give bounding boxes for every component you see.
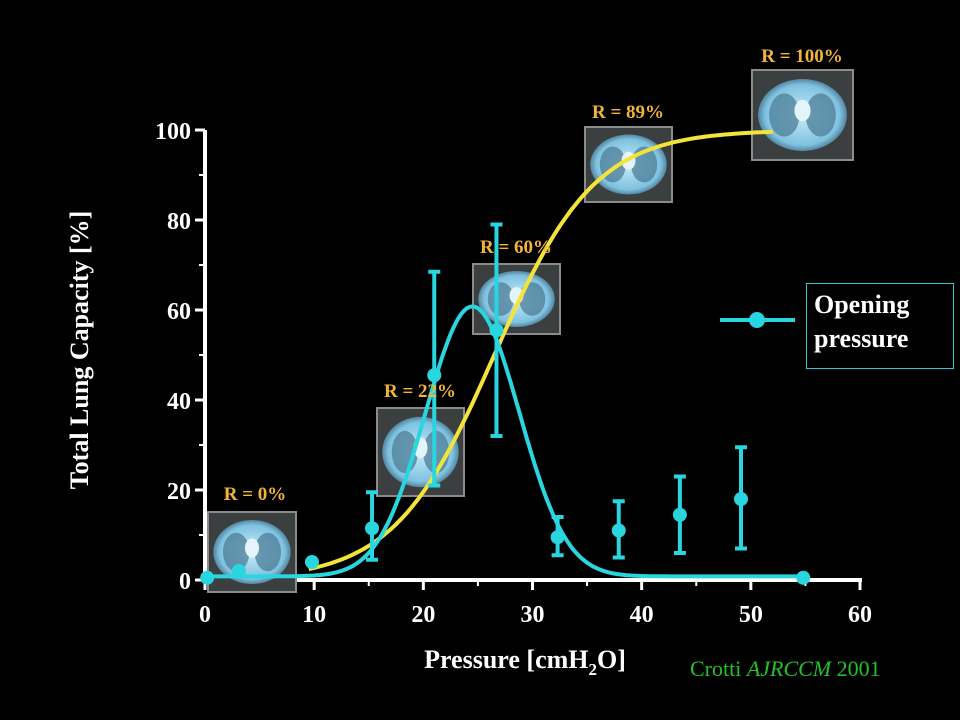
recruitment-label: R = 22% bbox=[384, 381, 456, 402]
y-tick-label: 0 bbox=[179, 569, 191, 595]
legend-box bbox=[806, 283, 954, 369]
legend-line-1: Opening bbox=[814, 290, 910, 319]
ct-scan-lung-left bbox=[222, 532, 250, 572]
recruitment-label: R = 0% bbox=[224, 484, 287, 505]
citation-journal: AJRCCM bbox=[746, 656, 832, 681]
x-tick-label: 0 bbox=[199, 602, 211, 628]
ct-scan-heart bbox=[244, 538, 260, 558]
data-point bbox=[427, 368, 442, 383]
data-point bbox=[304, 555, 319, 569]
x-tick-label: 60 bbox=[848, 602, 872, 628]
ct-scan-lung-left bbox=[769, 93, 800, 137]
data-point bbox=[672, 507, 687, 522]
ct-thumbnails bbox=[207, 69, 854, 593]
data-point bbox=[365, 521, 380, 536]
data-point bbox=[200, 570, 215, 585]
y-tick-label: 20 bbox=[167, 479, 191, 505]
data-point bbox=[231, 564, 246, 578]
x-tick-label: 40 bbox=[630, 602, 654, 628]
opening-pressure-curve bbox=[205, 304, 806, 579]
ct-scan-lung-right bbox=[254, 532, 282, 572]
y-axis-label: Total Lung Capacity [%] bbox=[65, 211, 94, 490]
x-tick-label: 50 bbox=[739, 602, 763, 628]
ct-scan-lung-left bbox=[487, 282, 514, 316]
data-point bbox=[734, 492, 749, 506]
x-axis-label: Pressure [cmH2O] bbox=[424, 645, 626, 679]
ct-scan-lung-right bbox=[519, 282, 546, 316]
ct-scan-heart bbox=[794, 99, 811, 122]
x-tick-label: 20 bbox=[411, 602, 435, 628]
y-tick-label: 80 bbox=[167, 209, 191, 235]
citation: Crotti AJRCCM 2001 bbox=[690, 656, 881, 682]
legend-line-2: pressure bbox=[814, 324, 909, 353]
citation-year: 2001 bbox=[831, 656, 881, 681]
citation-author: Crotti bbox=[690, 656, 747, 681]
legend-label: Opening pressure bbox=[814, 288, 950, 356]
y-tick-label: 40 bbox=[167, 389, 191, 415]
y-tick-label: 100 bbox=[155, 119, 191, 145]
legend-marker bbox=[749, 312, 765, 328]
recruitment-label: R = 60% bbox=[480, 237, 552, 258]
data-point bbox=[796, 570, 811, 585]
data-point bbox=[550, 530, 565, 545]
recruitment-curve bbox=[308, 129, 773, 572]
recruitment-label: R = 89% bbox=[592, 102, 664, 123]
ct-scan-lung-right bbox=[805, 93, 836, 137]
x-tick-label: 10 bbox=[302, 602, 326, 628]
x-tick-label: 30 bbox=[521, 602, 545, 628]
data-point bbox=[611, 523, 626, 538]
data-point bbox=[489, 323, 504, 338]
recruitment-label: R = 100% bbox=[761, 46, 843, 67]
y-tick-label: 60 bbox=[167, 299, 191, 325]
